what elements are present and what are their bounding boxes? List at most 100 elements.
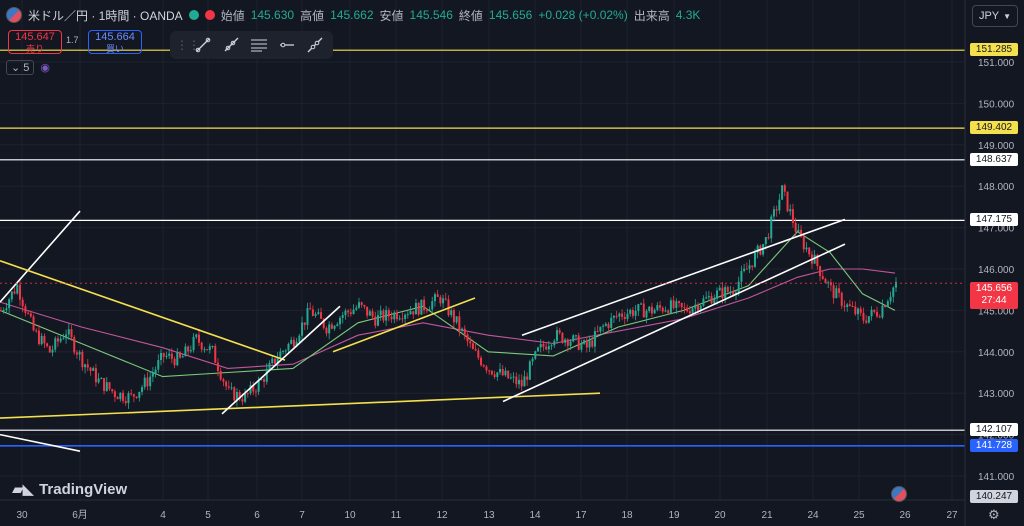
currency-pair-flag-icon [6, 7, 22, 23]
sell-button[interactable]: 145.647 売り [8, 30, 62, 54]
candle-body [683, 307, 686, 309]
candle-body [702, 298, 705, 306]
x-tick-label: 11 [391, 510, 402, 521]
candle-body [355, 307, 358, 310]
candle-body [433, 294, 436, 302]
trend-line-icon[interactable] [192, 34, 214, 56]
candle-body [523, 376, 526, 387]
indicator-eye-icon[interactable]: ◉ [40, 62, 51, 74]
trend-line [521, 218, 846, 336]
x-tick-label: 5 [205, 510, 211, 521]
candle-body [474, 349, 477, 351]
indicators-toggle[interactable]: ⌄ 5 ◉ [6, 60, 50, 75]
candle-body [819, 266, 822, 277]
candle-body [290, 339, 293, 344]
y-tick-label: 144.000 [978, 348, 1015, 359]
ray-icon[interactable] [220, 34, 242, 56]
candle-body [870, 309, 873, 317]
candle-body [46, 343, 49, 347]
alert-icon [204, 10, 215, 20]
x-tick-label: 20 [714, 510, 726, 521]
horizontal-line-icon[interactable] [276, 34, 298, 56]
candle-body [273, 358, 276, 364]
candle-body [62, 338, 65, 340]
economic-event-flag-icon[interactable] [891, 486, 907, 502]
candle-body [13, 291, 16, 294]
candle-body [227, 386, 230, 388]
candle-body [192, 336, 195, 351]
candle-body [716, 290, 718, 299]
candle-body [650, 306, 653, 314]
candle-body [846, 304, 849, 307]
candle-body [604, 323, 607, 326]
drag-handle-icon[interactable]: ⋮⋮ [176, 38, 200, 52]
candle-body [756, 245, 759, 253]
settings-gear-icon[interactable]: ⚙ [988, 507, 1000, 522]
candle-body [667, 310, 670, 314]
candle-body [767, 237, 770, 239]
candle-body [0, 310, 2, 312]
trend-line [221, 305, 341, 415]
candle-body [469, 341, 472, 344]
candle-body [141, 387, 144, 392]
candle-body [246, 393, 249, 395]
candle-body [401, 318, 404, 320]
candle-body [284, 350, 287, 352]
buy-price: 145.664 [95, 31, 135, 43]
candle-body [436, 294, 439, 297]
candle-body [889, 296, 892, 302]
candle-body [629, 310, 632, 314]
candle-body [737, 281, 740, 293]
candlesticks [0, 183, 897, 409]
level-price-tag: 149.402 [970, 121, 1018, 135]
candle-body [697, 304, 700, 311]
chevron-down-icon: ▼ [1003, 11, 1012, 21]
candle-body [482, 365, 485, 367]
candle-body [626, 313, 629, 319]
candle-body [179, 352, 181, 358]
candle-body [534, 351, 537, 359]
candle-body [583, 340, 586, 344]
candle-body [24, 306, 27, 313]
candle-body [743, 268, 746, 271]
candle-body [764, 237, 767, 245]
candle-body [813, 254, 816, 264]
candle-body [829, 282, 832, 286]
candle-body [797, 229, 800, 232]
extended-line-icon[interactable] [304, 34, 326, 56]
tradingview-logo[interactable]: ▰◣ TradingView [12, 480, 127, 499]
candle-body [865, 320, 868, 323]
candle-body [770, 216, 773, 239]
candle-body [252, 385, 255, 392]
candle-body [54, 338, 57, 350]
candle-body [162, 352, 165, 357]
symbol-title[interactable]: 米ドル／円 · 1時間 · OANDA [28, 8, 183, 23]
candle-body [119, 392, 122, 400]
candle-body [10, 291, 13, 300]
candle-body [271, 358, 274, 364]
candle-body [352, 309, 355, 314]
candle-body [214, 346, 217, 363]
candle-body [320, 312, 323, 319]
collapse-indicators-button[interactable]: ⌄ 5 [6, 60, 35, 75]
candle-body [333, 325, 336, 329]
level-price-tag: 148.637 [970, 152, 1018, 166]
candle-body [18, 284, 21, 300]
currency-selector[interactable]: JPY ▼ [972, 5, 1018, 27]
candle-body [311, 309, 314, 316]
candle-body [235, 392, 238, 401]
candle-body [564, 339, 567, 343]
candle-body [574, 335, 577, 337]
candle-body [173, 358, 176, 366]
trend-line [502, 243, 846, 403]
candle-body [330, 324, 333, 329]
last-price-value: 145.656 [975, 283, 1013, 295]
candle-body [206, 349, 209, 351]
parallel-channel-icon[interactable] [248, 34, 270, 56]
candle-body [233, 387, 236, 401]
candle-body [772, 209, 775, 217]
buy-button[interactable]: 145.664 買い [88, 30, 142, 54]
candle-body [531, 358, 534, 362]
candle-body [886, 301, 889, 308]
